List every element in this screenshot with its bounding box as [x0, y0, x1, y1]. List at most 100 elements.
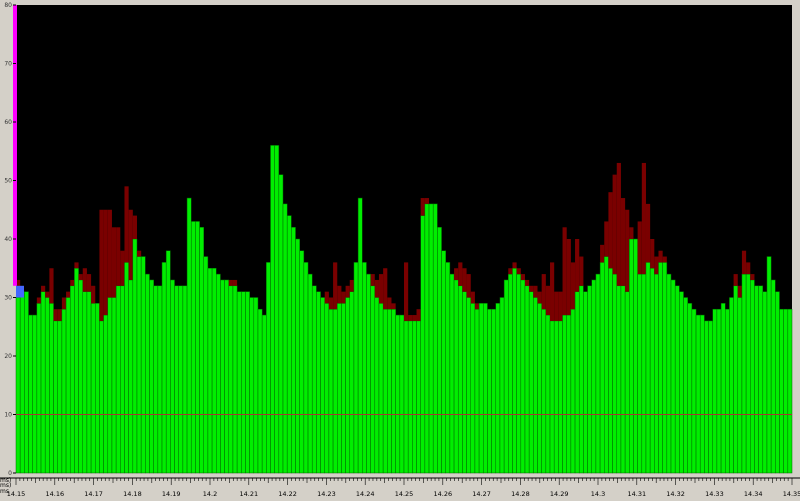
bar-excess-126	[541, 274, 546, 310]
bar-base-3	[28, 314, 33, 474]
bar-base-10	[57, 320, 63, 474]
bar-excess-76	[333, 262, 338, 310]
bar-excess-147	[629, 227, 634, 239]
bar-base-110	[474, 308, 480, 474]
bar-excess-7	[45, 291, 50, 298]
bar-excess-6	[41, 285, 46, 292]
bar-base-8	[49, 303, 54, 474]
bar-excess-52	[232, 279, 238, 286]
bar-base-71	[311, 285, 317, 474]
bar-base-68	[299, 250, 305, 474]
bar-base-5	[36, 303, 42, 474]
x-tick-label-15: 14.3	[591, 490, 605, 498]
bar-base-41	[186, 197, 192, 474]
bar-base-27	[128, 279, 134, 474]
bar-base-114	[491, 308, 497, 474]
bar-base-47	[211, 268, 217, 474]
bar-base-162	[691, 308, 697, 474]
bar-base-93	[403, 320, 409, 474]
bar-base-113	[487, 308, 492, 474]
bar-excess-25	[120, 250, 125, 286]
bar-excess-151	[645, 203, 651, 263]
bar-excess-97	[420, 198, 425, 216]
bar-base-167	[712, 308, 718, 474]
bar-base-97	[420, 215, 426, 474]
bar-base-39	[178, 285, 184, 474]
bar-base-43	[195, 221, 200, 474]
bar-base-0	[15, 297, 21, 474]
bar-base-60	[266, 262, 271, 474]
bar-base-85	[370, 285, 376, 474]
bar-base-124	[533, 297, 538, 474]
bar-base-130	[558, 320, 563, 474]
y-tick-label-5: 50	[4, 178, 12, 185]
bar-base-75	[328, 308, 334, 474]
bar-base-98	[424, 203, 430, 474]
x-tick-label-11: 14.26	[433, 490, 452, 498]
bar-excess-16	[82, 268, 87, 292]
bar-base-55	[245, 291, 250, 474]
y-tick-label-8: 80	[4, 2, 12, 9]
bar-base-154	[658, 262, 663, 474]
bar-excess-9	[53, 309, 58, 321]
bar-excess-80	[349, 279, 354, 292]
bar-base-117	[503, 279, 509, 474]
bar-excess-95	[412, 315, 417, 321]
bar-base-80	[349, 291, 355, 474]
bar-excess-124	[533, 285, 538, 298]
bar-base-6	[40, 291, 46, 474]
bar-base-69	[303, 262, 309, 474]
bar-base-11	[61, 308, 67, 474]
bar-base-118	[508, 273, 513, 474]
y-tick-label-4: 40	[4, 236, 12, 243]
bar-excess-130	[558, 291, 563, 321]
x-tick-label-8: 14.23	[317, 490, 336, 498]
bar-base-141	[604, 256, 609, 474]
bar-excess-13	[70, 279, 75, 286]
bar-base-156	[666, 273, 672, 474]
bar-excess-51	[228, 279, 233, 286]
bar-base-31	[145, 273, 150, 474]
bar-excess-29	[136, 250, 142, 257]
bar-base-19	[95, 303, 100, 474]
bar-base-90	[391, 308, 396, 474]
bar-excess-77	[337, 285, 342, 304]
bar-base-92	[399, 314, 405, 474]
bar-base-15	[78, 279, 84, 474]
bar-base-81	[353, 262, 359, 474]
bar-base-179	[762, 291, 768, 474]
x-tick-label-5: 14.2	[203, 490, 217, 498]
x-tick-label-18: 14.33	[705, 490, 724, 498]
bar-excess-96	[416, 309, 421, 321]
bar-base-127	[545, 314, 551, 474]
x-axis-label: ms)	[0, 482, 11, 489]
bar-base-104	[449, 273, 455, 474]
bar-excess-127	[545, 285, 551, 316]
bar-excess-175	[746, 262, 751, 275]
bar-excess-109	[470, 291, 475, 304]
x-tick-label-13: 14.28	[511, 490, 530, 498]
bar-base-160	[683, 297, 688, 474]
y-tick-label-1: 10	[4, 412, 12, 419]
x-tick-label-17: 14.32	[666, 490, 685, 498]
bar-excess-87	[378, 274, 384, 304]
bar-base-119	[512, 268, 517, 474]
bar-base-170	[725, 308, 730, 474]
x-tick-label-12: 14.27	[472, 490, 491, 498]
bar-base-108	[466, 297, 471, 474]
bar-base-79	[345, 297, 351, 474]
bar-base-157	[670, 279, 676, 474]
bar-excess-107	[462, 268, 467, 292]
bar-base-183	[779, 308, 784, 474]
bar-excess-121	[520, 274, 525, 280]
bar-excess-85	[370, 274, 375, 286]
left-marker-base	[16, 285, 24, 298]
x-tick-label-19: 14.34	[744, 490, 763, 498]
bar-excess-88	[383, 268, 388, 310]
bar-base-171	[729, 297, 734, 474]
bar-excess-135	[579, 256, 584, 286]
bar-base-153	[654, 273, 659, 474]
bar-excess-106	[458, 262, 463, 286]
bar-base-84	[366, 273, 371, 474]
bar-base-163	[695, 314, 701, 474]
